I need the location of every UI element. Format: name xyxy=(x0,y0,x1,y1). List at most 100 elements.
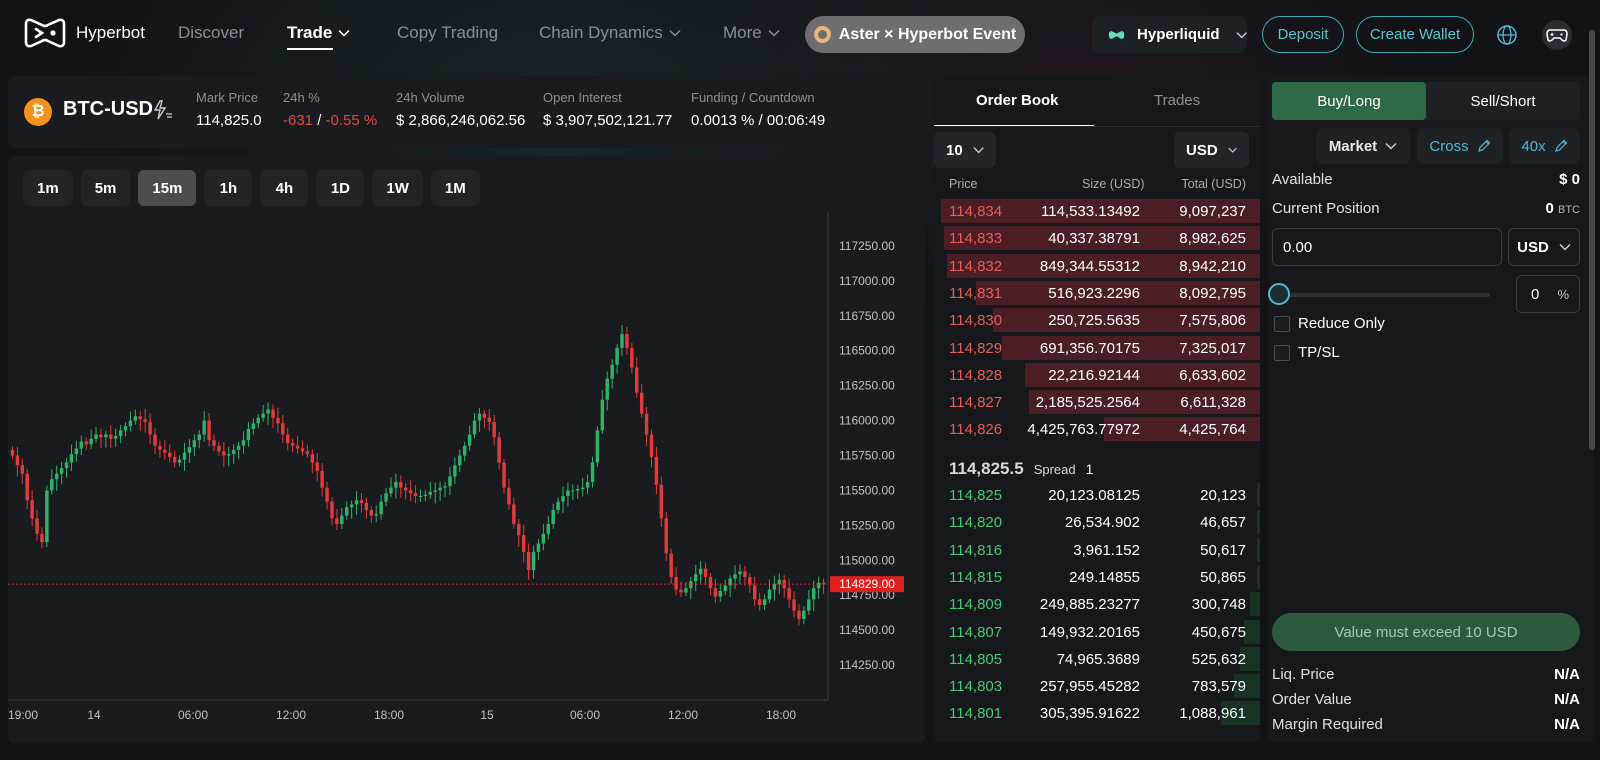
ask-row[interactable]: 114,832 849,344.55312 8,942,210 xyxy=(934,253,1260,279)
depth-bar xyxy=(1240,646,1260,671)
bid-price: 114,825 xyxy=(949,487,1003,504)
unit-selector[interactable]: USD xyxy=(1174,132,1249,168)
candle-body xyxy=(172,456,177,463)
lightning-swap-icon[interactable] xyxy=(151,100,173,120)
candle-body xyxy=(521,535,526,552)
gamepad-icon[interactable] xyxy=(1542,20,1572,50)
ask-total: 8,942,210 xyxy=(1179,257,1246,275)
timeframe-button-1[interactable]: 5m xyxy=(80,170,131,206)
buy-long-tab[interactable]: Buy/Long xyxy=(1272,82,1426,120)
ask-row[interactable]: 114,828 22,216.92144 6,633,602 xyxy=(934,362,1260,388)
candle-body xyxy=(182,452,187,460)
ask-row[interactable]: 114,834 114,533.13492 9,097,237 xyxy=(934,198,1260,224)
size-slider-track[interactable] xyxy=(1282,293,1490,297)
candle-body xyxy=(118,430,123,436)
tab-order-book[interactable]: Order Book xyxy=(976,92,1059,109)
tpsl-checkbox[interactable]: TP/SL xyxy=(1274,344,1340,361)
checkbox-box xyxy=(1274,344,1290,361)
bid-row[interactable]: 114,815 249.14855 50,865 xyxy=(934,564,1260,590)
bid-total: 525,632 xyxy=(1191,650,1246,668)
candle-body xyxy=(531,551,536,571)
candle-body xyxy=(290,442,295,446)
globe-icon[interactable] xyxy=(1492,20,1522,50)
amount-unit-selector[interactable]: USD xyxy=(1508,228,1580,266)
candlestick-chart[interactable]: 117250.00 117000.00 116750.00 116500.00 1162… xyxy=(8,156,925,743)
tab-trades[interactable]: Trades xyxy=(1154,92,1201,109)
candle-body xyxy=(433,490,437,492)
depth-bar xyxy=(1243,619,1260,644)
sell-short-tab[interactable]: Sell/Short xyxy=(1470,92,1536,110)
bid-row[interactable]: 114,803 257,955.45282 783,579 xyxy=(934,673,1260,699)
candle-body xyxy=(418,496,423,498)
timeframe-button-7[interactable]: 1M xyxy=(430,170,480,206)
bid-row[interactable]: 114,805 74,965.3689 525,632 xyxy=(934,646,1260,672)
leverage-button[interactable]: 40x xyxy=(1509,128,1580,164)
nav-trade-label: Trade xyxy=(287,23,333,42)
ask-size: 2,185,525.2564 xyxy=(1035,394,1140,412)
depth-selector[interactable]: 10 xyxy=(934,132,996,168)
ask-row[interactable]: 114,831 516,923.2296 8,092,795 xyxy=(934,280,1260,306)
bid-row[interactable]: 114,825 20,123.08125 20,123 xyxy=(934,482,1260,508)
ask-row[interactable]: 114,830 250,725.5635 7,575,806 xyxy=(934,307,1260,333)
timeframe-button-6[interactable]: 1W xyxy=(372,170,423,206)
event-banner-button[interactable]: Aster × Hyperbot Event xyxy=(805,16,1025,53)
leverage-label: 40x xyxy=(1521,137,1546,155)
timeframe-button-2[interactable]: 15m xyxy=(138,170,197,206)
ask-row[interactable]: 114,827 2,185,525.2564 6,611,328 xyxy=(934,389,1260,415)
candle-body xyxy=(276,417,280,424)
x-tick-label: 12:00 xyxy=(668,708,698,722)
bid-row[interactable]: 114,801 305,395.91622 1,088,961 xyxy=(934,700,1260,726)
candle-body xyxy=(669,553,673,578)
nav-trade[interactable]: Trade xyxy=(287,23,350,43)
timeframe-button-3[interactable]: 1h xyxy=(204,170,253,206)
network-selector[interactable]: Hyperliquid xyxy=(1092,16,1247,53)
candle-body xyxy=(453,465,457,477)
nav-more[interactable]: More xyxy=(723,23,780,43)
candle-body xyxy=(649,434,654,457)
percent-input[interactable]: 0 % xyxy=(1516,275,1580,313)
candle-body xyxy=(753,585,757,600)
candle-body xyxy=(266,409,270,414)
position-value: 0 xyxy=(1545,200,1554,217)
candle-body xyxy=(703,568,708,578)
nav-copy-trading[interactable]: Copy Trading xyxy=(397,23,498,43)
market-symbol[interactable]: BTC-USD xyxy=(63,98,153,120)
create-wallet-button[interactable]: Create Wallet xyxy=(1356,16,1474,53)
bid-row[interactable]: 114,809 249,885.23277 300,748 xyxy=(934,591,1260,617)
ask-size: 4,425,763.77972 xyxy=(1027,421,1140,439)
funding-stat: Funding / Countdown 0.0013 % / 00:06:49 xyxy=(691,90,825,129)
bid-row[interactable]: 114,816 3,961.152 50,617 xyxy=(934,537,1260,563)
price-chart-panel: 117250.00 117000.00 116750.00 116500.00 1162… xyxy=(8,156,925,743)
ask-row[interactable]: 114,829 691,356.70175 7,325,017 xyxy=(934,335,1260,361)
nav-discover[interactable]: Discover xyxy=(178,23,244,43)
depth-bar xyxy=(1256,564,1260,589)
bid-row[interactable]: 114,820 26,534.902 46,657 xyxy=(934,509,1260,535)
timeframe-button-4[interactable]: 4h xyxy=(260,170,309,206)
order-type-selector[interactable]: Market xyxy=(1316,128,1410,164)
candle-body xyxy=(20,465,25,474)
chevron-down-icon xyxy=(1385,142,1397,150)
col-total-header: Total (USD) xyxy=(1181,177,1246,191)
ask-row[interactable]: 114,826 4,425,763.77972 4,425,764 xyxy=(934,416,1260,442)
nav-chain-dynamics[interactable]: Chain Dynamics xyxy=(539,23,681,43)
order-type-label: Market xyxy=(1328,137,1378,155)
timeframe-button-5[interactable]: 1D xyxy=(316,170,365,206)
amount-input[interactable]: 0.00 xyxy=(1272,228,1502,266)
size-slider-handle[interactable] xyxy=(1268,283,1290,305)
margin-mode-button[interactable]: Cross xyxy=(1417,128,1503,164)
ask-row[interactable]: 114,833 40,337.38791 8,982,625 xyxy=(934,225,1260,251)
candle-body xyxy=(787,588,791,600)
candle-body xyxy=(743,571,747,578)
timeframe-button-0[interactable]: 1m xyxy=(23,170,73,206)
deposit-button[interactable]: Deposit xyxy=(1262,16,1344,53)
candle-body xyxy=(271,409,275,418)
page-scrollbar[interactable] xyxy=(1589,30,1595,450)
submit-order-button[interactable]: Value must exceed 10 USD xyxy=(1272,613,1580,651)
candle-body xyxy=(369,509,374,516)
bid-size: 20,123.08125 xyxy=(1048,487,1140,504)
x-tick-label: 18:00 xyxy=(766,708,796,722)
logo[interactable]: Hyperbot xyxy=(22,16,145,50)
bid-row[interactable]: 114,807 149,932.20165 450,675 xyxy=(934,619,1260,645)
reduce-only-checkbox[interactable]: Reduce Only xyxy=(1274,315,1385,332)
candle-body xyxy=(748,577,752,586)
